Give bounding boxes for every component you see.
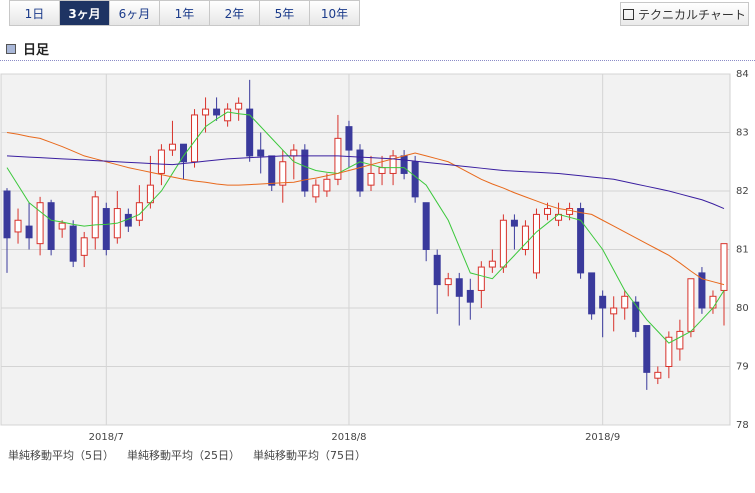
moving-average-line	[6, 132, 725, 286]
candle-body	[301, 149, 309, 192]
moving-average-line	[6, 155, 725, 210]
y-tick-label: 80	[736, 303, 749, 314]
candle-body	[599, 295, 607, 309]
candle-body	[323, 178, 331, 192]
candle-body	[720, 243, 728, 291]
candle-body	[698, 272, 706, 309]
candle-body	[334, 137, 342, 180]
candle-body	[191, 114, 199, 163]
candle-body	[47, 202, 55, 250]
icon	[6, 43, 16, 54]
y-tick-label: 82	[736, 186, 749, 197]
candle-body	[477, 266, 485, 291]
x-tick-label: 2018/8	[331, 432, 366, 443]
candle-body	[3, 190, 11, 239]
candle-body	[80, 237, 88, 256]
candle-body	[213, 108, 221, 116]
period-tab[interactable]: 1日	[9, 0, 60, 26]
candle-body	[36, 202, 44, 245]
y-tick-label: 84	[736, 69, 749, 80]
candle-body	[257, 149, 265, 157]
legend-entry: 単純移動平均（5日）	[8, 448, 114, 462]
candle-body	[378, 167, 386, 174]
period-tab[interactable]: 2年	[209, 0, 260, 26]
candle-body	[621, 295, 629, 309]
candle-body	[400, 155, 408, 174]
x-tick-label: 2018/9	[585, 432, 620, 443]
candle-body	[665, 336, 673, 367]
candle-body	[455, 278, 463, 297]
candle-body	[444, 278, 452, 286]
icon	[623, 8, 635, 20]
candle-body	[521, 225, 529, 251]
period-tab[interactable]: 6ヶ月	[109, 0, 160, 26]
period-tab[interactable]: 10年	[309, 0, 360, 26]
y-tick-label: 83	[736, 128, 749, 139]
candle-body	[279, 161, 287, 186]
candle-body	[202, 108, 210, 116]
candle-body	[345, 126, 353, 151]
candle-body	[632, 301, 640, 332]
candle-body	[356, 149, 364, 192]
y-tick-label: 81	[736, 245, 749, 256]
candle-body	[499, 219, 507, 268]
candle-body	[687, 278, 695, 332]
y-tick-label: 79	[736, 362, 749, 373]
candle-body	[544, 208, 552, 215]
candle-body	[488, 260, 496, 268]
candle-body	[102, 208, 110, 251]
button-label[interactable]: テクニカルチャート	[638, 7, 746, 22]
candle-body	[566, 208, 574, 215]
candle-body	[532, 213, 540, 274]
candle-body	[14, 219, 22, 233]
candle-body	[466, 289, 474, 303]
candle-body	[389, 155, 397, 174]
candle-body	[433, 254, 441, 286]
candle-body	[69, 225, 77, 262]
candle-body	[422, 202, 430, 250]
candle-body	[654, 371, 662, 379]
candle-body	[411, 161, 419, 198]
candle-body	[246, 108, 254, 157]
candle-body	[709, 295, 717, 309]
candle-body	[610, 307, 618, 315]
technical-chart-button[interactable]: テクニカルチャート	[620, 2, 749, 26]
candle-body	[643, 325, 651, 373]
candle-body	[91, 196, 99, 239]
candle-body	[235, 102, 243, 110]
candle-body	[179, 143, 187, 163]
x-tick-label: 2018/7	[89, 432, 124, 443]
candle-body	[25, 225, 33, 239]
candle-body	[510, 219, 518, 227]
candle-body	[157, 149, 165, 174]
section-header: 日足	[6, 39, 49, 58]
section-title: 日足	[23, 43, 50, 58]
candle-body	[290, 149, 298, 157]
legend-entry: 単純移動平均（25日）	[127, 448, 240, 462]
candle-body	[577, 208, 585, 274]
divider	[0, 60, 755, 61]
candle-body	[268, 155, 276, 186]
candle-body	[367, 172, 375, 186]
y-tick-label: 78	[736, 420, 749, 431]
candle-body	[58, 222, 66, 230]
moving-average-line	[6, 111, 725, 344]
candle-body	[676, 330, 684, 350]
candle-body	[168, 143, 176, 151]
period-tabs: 1日 3ヶ月 6ヶ月 1年 2年 5年 10年	[9, 0, 360, 26]
period-tab[interactable]: 3ヶ月	[59, 0, 110, 26]
candle-body	[224, 108, 232, 122]
legend-entry: 単純移動平均（75日）	[253, 448, 366, 462]
candle-body	[588, 272, 596, 315]
candle-body	[312, 184, 320, 198]
